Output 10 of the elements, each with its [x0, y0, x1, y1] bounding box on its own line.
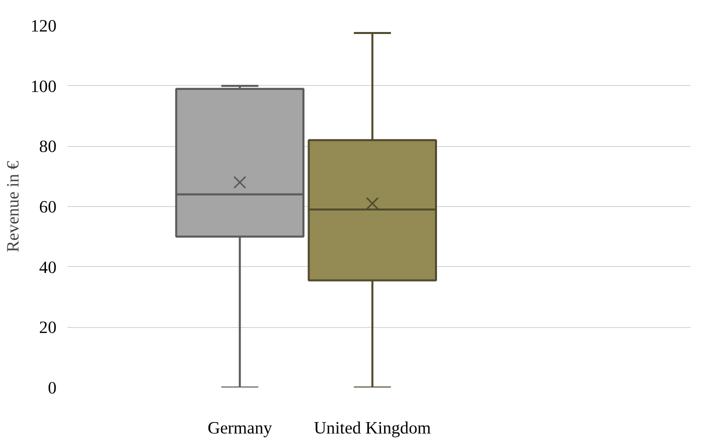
y-tick-label: 120 [30, 16, 57, 36]
y-tick-label: 100 [30, 76, 57, 96]
y-tick-label: 60 [39, 198, 56, 216]
x-tick-label: United Kingdom [314, 418, 432, 438]
y-tick-label: 40 [39, 258, 56, 277]
y-tick-label: 0 [48, 378, 57, 398]
x-tick-label: Germany [208, 418, 272, 438]
y-axis-title: Revenue in € [4, 160, 23, 252]
y-tick-label: 80 [39, 137, 56, 156]
y-tick-label: 20 [39, 318, 56, 338]
